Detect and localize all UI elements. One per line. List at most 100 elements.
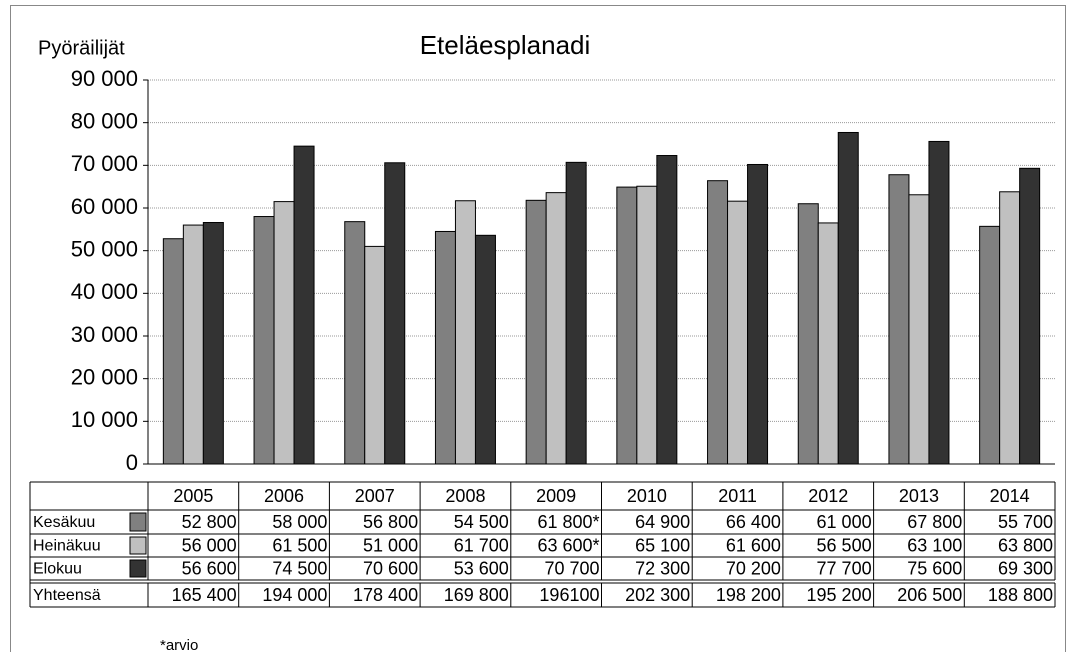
legend-label: Kesäkuu — [33, 514, 95, 531]
y-axis-label: Pyöräilijät — [38, 37, 125, 59]
total-value: 188 800 — [988, 585, 1053, 605]
total-value: 178 400 — [353, 585, 418, 605]
footnote: *arvio — [160, 637, 198, 652]
table-value: 56 800 — [363, 512, 418, 532]
table-value: 63 800 — [998, 535, 1053, 555]
table-value: 61 700 — [454, 535, 509, 555]
total-label: Yhteensä — [33, 587, 101, 604]
total-value: 206 500 — [897, 585, 962, 605]
table-value: 63 100 — [907, 535, 962, 555]
bar — [837, 131, 859, 465]
table-value: 64 900 — [635, 512, 690, 532]
x-tick-label: 2011 — [718, 486, 757, 506]
x-tick-label: 2006 — [264, 486, 304, 506]
y-tick-label: 90 000 — [71, 66, 138, 91]
bar — [656, 155, 678, 465]
bar — [888, 174, 910, 465]
y-tick-label: 60 000 — [71, 194, 138, 219]
bar — [565, 161, 587, 465]
bar — [273, 201, 295, 465]
table-value: 52 800 — [182, 512, 237, 532]
x-tick-label: 2007 — [355, 486, 395, 506]
bar — [525, 199, 547, 465]
bar — [202, 222, 224, 465]
table-value: 51 000 — [363, 535, 418, 555]
total-value: 165 400 — [172, 585, 237, 605]
table-value: 77 700 — [817, 558, 872, 578]
bar — [817, 222, 839, 465]
table-value: 55 700 — [998, 512, 1053, 532]
bar — [344, 221, 366, 465]
bar — [1019, 167, 1041, 465]
table-value: 63 600* — [537, 535, 599, 555]
table-value: 56 500 — [817, 535, 872, 555]
table-value: 75 600 — [907, 558, 962, 578]
total-value: 194 000 — [262, 585, 327, 605]
bar — [797, 203, 819, 465]
y-tick-label: 80 000 — [71, 108, 138, 133]
table-value: 66 400 — [726, 512, 781, 532]
total-value: 196100 — [539, 585, 599, 605]
legend-label: Elokuu — [33, 561, 82, 578]
table-value: 74 500 — [272, 558, 327, 578]
table-value: 70 600 — [363, 558, 418, 578]
y-tick-label: 70 000 — [71, 151, 138, 176]
table-value: 54 500 — [454, 512, 509, 532]
table-value: 69 300 — [998, 558, 1053, 578]
y-tick-label: 50 000 — [71, 236, 138, 261]
x-tick-label: 2014 — [990, 486, 1030, 506]
table-value: 72 300 — [635, 558, 690, 578]
bar — [979, 225, 1001, 465]
y-tick-label: 40 000 — [71, 279, 138, 304]
y-tick-label: 10 000 — [71, 407, 138, 432]
legend-label: Heinäkuu — [33, 538, 101, 555]
table-value: 61 800* — [537, 512, 599, 532]
y-tick-label: 30 000 — [71, 322, 138, 347]
bar — [364, 245, 386, 465]
bar — [747, 163, 769, 465]
x-tick-label: 2005 — [173, 486, 213, 506]
table-value: 67 800 — [907, 512, 962, 532]
bar — [384, 162, 406, 465]
bar — [545, 192, 567, 465]
bar — [616, 186, 638, 465]
total-value: 202 300 — [625, 585, 690, 605]
bar — [727, 200, 749, 465]
bar — [293, 145, 315, 465]
table-value: 61 600 — [726, 535, 781, 555]
total-value: 169 800 — [444, 585, 509, 605]
legend-swatch — [129, 536, 147, 555]
legend-swatch — [129, 559, 147, 578]
bar — [707, 180, 729, 465]
table-value: 53 600 — [454, 558, 509, 578]
table-value: 56 000 — [182, 535, 237, 555]
x-tick-label: 2013 — [899, 486, 939, 506]
bar — [999, 191, 1021, 465]
legend-swatch — [129, 512, 147, 532]
bar — [182, 224, 204, 465]
table-value: 61 500 — [272, 535, 327, 555]
bar — [253, 216, 275, 465]
bar — [162, 238, 184, 465]
y-tick-label: 0 — [126, 450, 138, 475]
bar — [434, 230, 456, 465]
table-value: 56 600 — [182, 558, 237, 578]
bar — [474, 234, 496, 465]
bar — [454, 200, 476, 465]
total-value: 195 200 — [807, 585, 872, 605]
table-value: 61 000 — [817, 512, 872, 532]
table-value: 65 100 — [635, 535, 690, 555]
table-value: 58 000 — [272, 512, 327, 532]
x-tick-label: 2008 — [445, 486, 485, 506]
chart-title: Eteläesplanadi — [420, 30, 591, 60]
x-tick-label: 2009 — [536, 486, 576, 506]
x-tick-label: 2010 — [627, 486, 667, 506]
bar — [928, 140, 950, 465]
x-tick-label: 2012 — [808, 486, 848, 506]
total-value: 198 200 — [716, 585, 781, 605]
y-tick-label: 20 000 — [71, 364, 138, 389]
bar — [908, 194, 930, 465]
bar — [636, 185, 658, 465]
table-value: 70 200 — [726, 558, 781, 578]
